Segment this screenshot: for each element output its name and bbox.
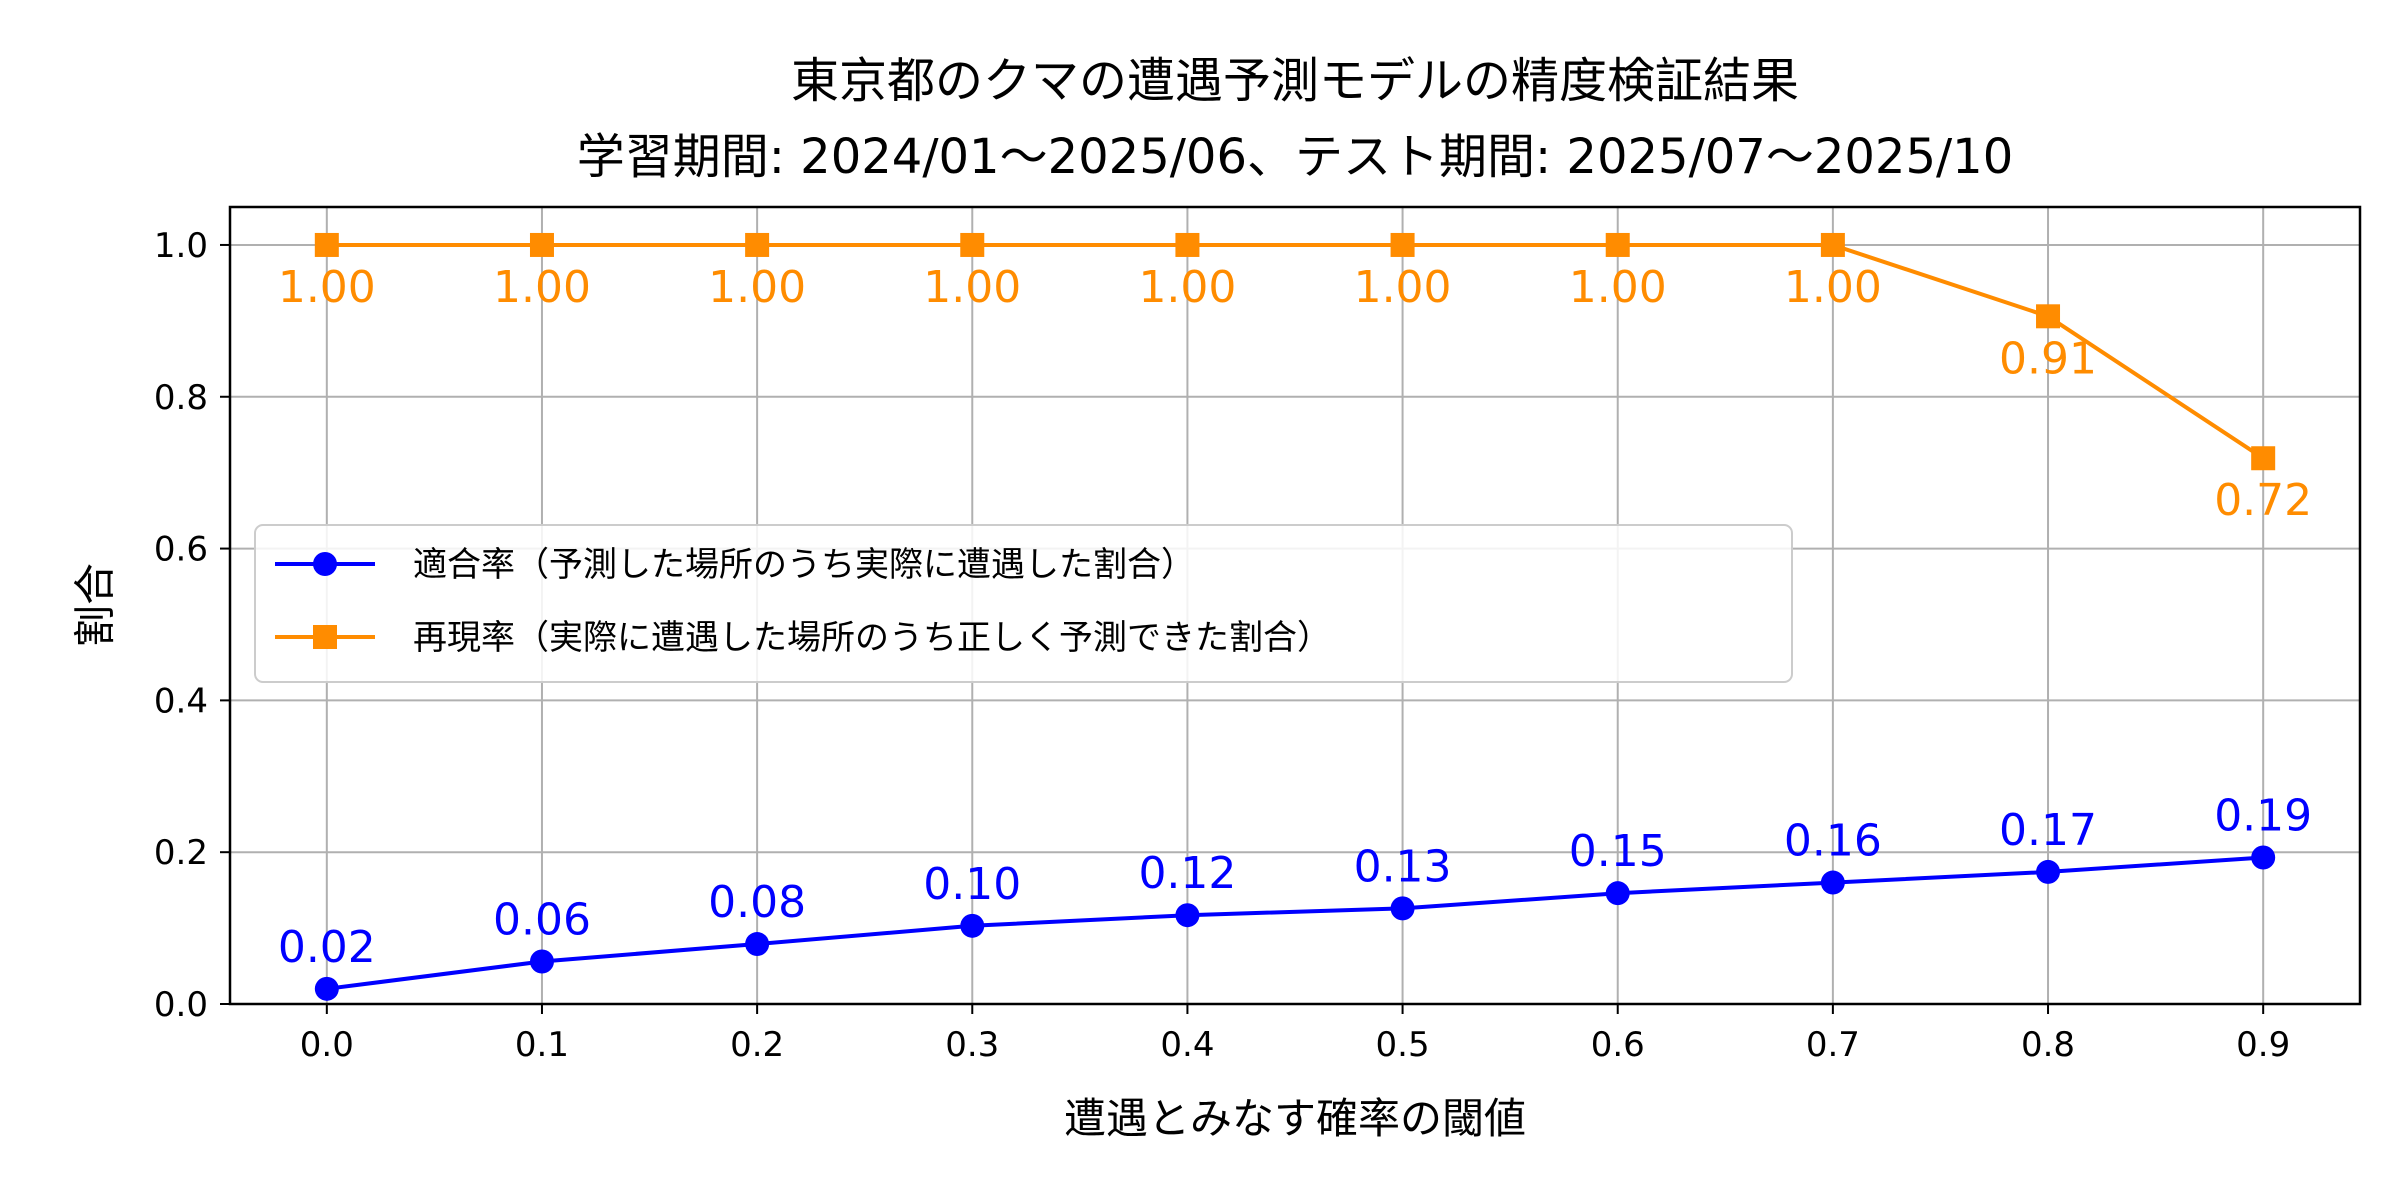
data-point: [2036, 859, 2061, 884]
data-point: [745, 232, 770, 257]
data-label: 1.00: [278, 262, 376, 313]
data-label: 1.00: [923, 262, 1021, 313]
data-point: [1820, 232, 1845, 257]
data-label: 1.00: [1569, 262, 1667, 313]
data-label: 0.06: [493, 894, 591, 945]
data-point: [1175, 232, 1200, 257]
data-label: 0.02: [278, 922, 376, 973]
data-point: [1390, 232, 1415, 257]
x-tick-label: 0.4: [1160, 1025, 1214, 1065]
data-point: [314, 976, 339, 1001]
data-point: [1605, 881, 1630, 906]
legend-marker-precision: [313, 552, 337, 576]
legend-box: [254, 524, 1793, 683]
x-tick-label: 0.3: [945, 1025, 999, 1065]
data-label: 1.00: [493, 262, 591, 313]
data-label: 1.00: [1138, 262, 1236, 313]
y-tick-label: 0.8: [154, 378, 208, 418]
x-tick-label: 0.6: [1591, 1025, 1645, 1065]
data-point: [1820, 870, 1845, 895]
data-label: 0.17: [1999, 805, 2097, 856]
ticks: 0.0 0.1 0.2 0.3 0.4 0.5 0.6 0.7 0.8 0.9 0.0 0.2 0.4 0…: [154, 226, 2290, 1065]
x-tick-label: 0.1: [515, 1025, 569, 1065]
x-tick-label: 0.5: [1376, 1025, 1430, 1065]
series-line-0: [326, 855, 2264, 991]
data-label: 0.72: [2214, 475, 2312, 526]
y-tick-label: 1.0: [154, 226, 208, 266]
plot-frame: [228, 205, 2362, 1006]
x-tick-label: 0.0: [300, 1025, 354, 1065]
chart-title-line-1: 東京都のクマの遭遇予測モデルの精度検証結果: [791, 53, 1799, 109]
y-tick-label: 0.0: [154, 985, 208, 1025]
x-tick-label: 0.2: [730, 1025, 784, 1065]
x-tick-label: 0.7: [1806, 1025, 1860, 1065]
data-point: [745, 932, 770, 957]
y-tick-label: 0.6: [154, 530, 208, 570]
data-point: [1605, 232, 1630, 257]
data-point: [314, 232, 339, 257]
legend-label-precision: 適合率（予測した場所のうち実際に遭遇した割合）: [413, 545, 1195, 585]
data-point: [2251, 845, 2276, 870]
data-point: [2036, 304, 2061, 329]
data-label: 0.10: [923, 859, 1021, 910]
data-label: 0.91: [1999, 333, 2097, 384]
legend: 適合率（予測した場所のうち実際に遭遇した割合） 再現率（実際に遭遇した場所のうち…: [254, 524, 1793, 683]
data-label: 0.16: [1784, 816, 1882, 867]
y-tick-label: 0.4: [154, 681, 208, 721]
data-point: [1175, 903, 1200, 928]
data-label: 0.12: [1138, 848, 1236, 899]
x-tick-label: 0.9: [2236, 1025, 2290, 1065]
data-label: 1.00: [708, 262, 806, 313]
data-label: 0.08: [708, 877, 806, 928]
data-point: [1390, 896, 1415, 921]
data-label: 1.00: [1784, 262, 1882, 313]
series-line-1: [326, 243, 2265, 460]
data-point: [529, 949, 554, 974]
x-tick-label: 0.8: [2021, 1025, 2075, 1065]
y-axis-label: 割合: [71, 563, 120, 647]
x-axis-label: 遭遇とみなす確率の閾値: [1064, 1094, 1526, 1143]
chart-title-line-2: 学習期間: 2024/01〜2025/06、テスト期間: 2025/07〜202…: [577, 129, 2014, 185]
data-point: [960, 913, 985, 938]
data-point: [2251, 446, 2276, 471]
data-point: [529, 232, 554, 257]
data-label: 1.00: [1354, 262, 1452, 313]
series-layer: 0.02 0.06 0.08 0.10 0.12 0.13 0.15 0.16 0.17 0.19…: [278, 232, 2312, 1001]
data-label: 0.19: [2214, 791, 2312, 842]
y-tick-label: 0.2: [154, 833, 208, 873]
data-label: 0.13: [1354, 841, 1452, 892]
data-point: [960, 232, 985, 257]
legend-marker-recall: [313, 625, 337, 649]
data-label: 0.15: [1569, 826, 1667, 877]
legend-label-recall: 再現率（実際に遭遇した場所のうち正しく予測できた割合）: [413, 618, 1331, 658]
